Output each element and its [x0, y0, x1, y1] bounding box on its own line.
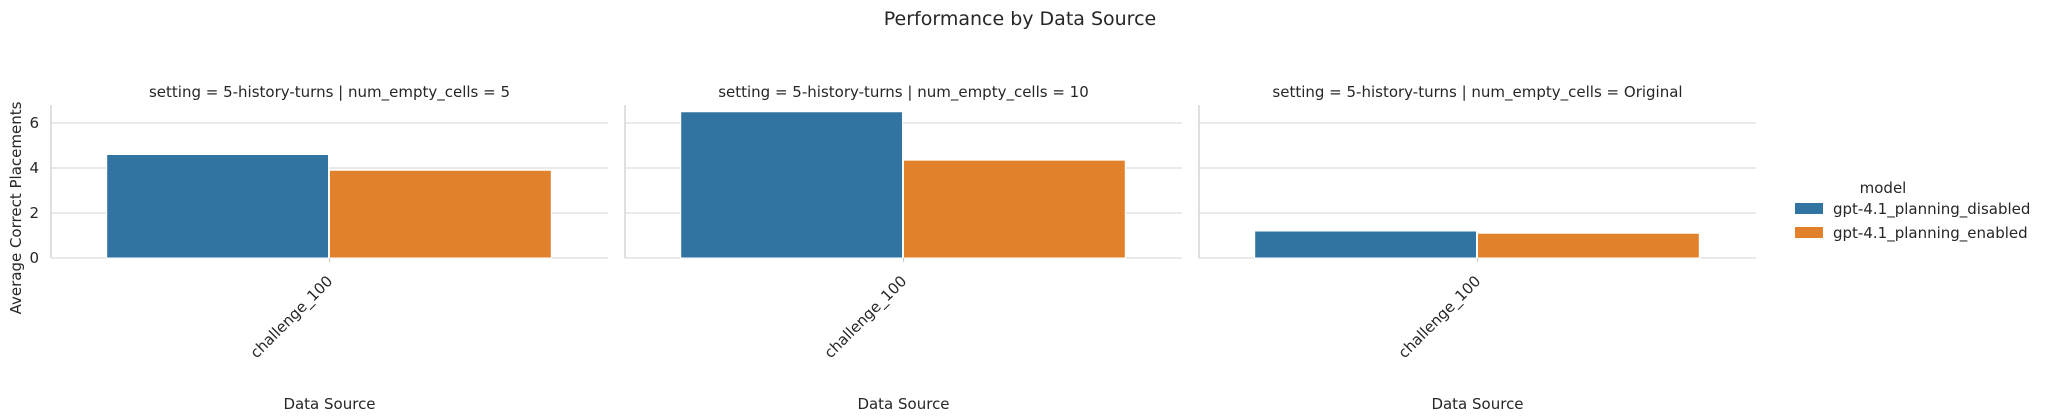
y-tick-label: 2 [29, 204, 39, 222]
x-axis-label: Data Source [857, 395, 949, 413]
facet-panel: setting = 5-history-turns | num_empty_ce… [1198, 83, 1756, 413]
legend-title: model [1860, 179, 1907, 197]
bar-gpt-4.1_planning_enabled [903, 159, 1126, 259]
bar-gpt-4.1_planning_enabled [1477, 232, 1700, 259]
facet-panel: setting = 5-history-turns | num_empty_ce… [29, 83, 608, 413]
y-tick-label: 4 [29, 159, 39, 177]
legend-label: gpt-4.1_planning_disabled [1833, 200, 2030, 219]
y-tick-label: 6 [29, 114, 39, 132]
bar-gpt-4.1_planning_disabled [680, 111, 904, 259]
facet-title: setting = 5-history-turns | num_empty_ce… [1272, 83, 1682, 102]
legend-label: gpt-4.1_planning_enabled [1833, 224, 2028, 243]
y-tick-label: 0 [29, 249, 39, 267]
facet-panel: setting = 5-history-turns | num_empty_ce… [624, 83, 1182, 413]
legend-swatch [1795, 227, 1823, 238]
bar-gpt-4.1_planning_enabled [329, 169, 552, 259]
facet-title: setting = 5-history-turns | num_empty_ce… [149, 83, 510, 102]
facet-title: setting = 5-history-turns | num_empty_ce… [718, 83, 1089, 102]
y-axis-label: Average Correct Placements [7, 101, 25, 314]
x-tick-label: challenge_100 [821, 272, 911, 362]
legend-swatch [1795, 203, 1823, 214]
chart-title: Performance by Data Source [884, 8, 1156, 30]
legend: model gpt-4.1_planning_disabled gpt-4.1_pl… [1795, 179, 2030, 243]
x-axis-label: Data Source [283, 395, 375, 413]
bar-gpt-4.1_planning_disabled [1254, 230, 1477, 259]
facets-group: setting = 5-history-turns | num_empty_ce… [29, 83, 1756, 413]
x-tick-label: challenge_100 [1395, 272, 1485, 362]
x-tick-label: challenge_100 [247, 272, 337, 362]
x-axis-label: Data Source [1431, 395, 1523, 413]
bar-gpt-4.1_planning_disabled [106, 154, 329, 259]
